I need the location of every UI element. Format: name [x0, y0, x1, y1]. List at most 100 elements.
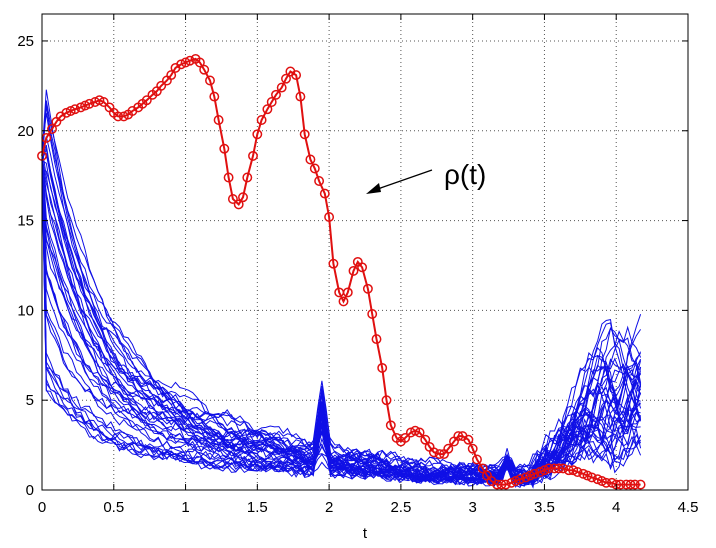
rho-point: [194, 57, 205, 68]
rho-point: [238, 192, 248, 203]
rho-point: [362, 283, 373, 294]
rho-point: [299, 129, 310, 140]
rho-series: [37, 53, 646, 490]
rho-point: [84, 98, 95, 109]
rho-point: [213, 115, 224, 125]
plot-frame: [41, 13, 689, 491]
annotation-arrowhead-icon: [366, 183, 381, 194]
rho-point: [467, 443, 478, 454]
rho-point: [305, 154, 316, 165]
rho-point: [266, 97, 277, 107]
axis-ticks: [41, 14, 689, 491]
rho-point: [463, 434, 474, 445]
rho-point: [223, 172, 234, 183]
rho-point: [625, 479, 636, 490]
x-tick-label: 0.5: [103, 499, 124, 516]
x-tick-label: 1: [181, 499, 189, 516]
sample-path: [41, 104, 642, 486]
x-tick-label: 3.5: [534, 499, 555, 516]
rho-point: [176, 59, 187, 70]
rho-point: [309, 163, 320, 174]
x-tick-label: 0: [38, 499, 46, 516]
rho-point: [252, 129, 263, 140]
rho-point: [572, 467, 583, 477]
rho-point: [357, 262, 368, 273]
rho-point: [338, 296, 349, 307]
x-axis-label: t: [363, 525, 368, 542]
x-tick-labels: 0 0.5 1 1.5 2 2.5 3 3.5 4 4.5: [38, 499, 699, 516]
annotation-arrow-line: [371, 169, 433, 192]
rho-point: [184, 55, 195, 66]
x-tick-label: 3: [468, 499, 476, 516]
rho-point: [367, 309, 378, 319]
rho-point: [324, 212, 335, 222]
rho-point: [348, 265, 359, 276]
rho-point: [281, 73, 291, 84]
rho-point: [381, 395, 392, 406]
rho-point: [98, 97, 109, 107]
rho-point: [414, 427, 425, 438]
rho-point: [410, 425, 421, 436]
rho-point: [539, 465, 550, 476]
rho-point: [629, 479, 640, 490]
sample-path: [41, 158, 642, 486]
rho-point: [472, 454, 482, 465]
y-tick-labels: 0 5 10 15 20 25: [17, 33, 34, 499]
rho-point: [558, 463, 569, 474]
rho-point: [209, 91, 220, 102]
rho-point: [586, 472, 597, 483]
x-tick-label: 1.5: [247, 499, 268, 516]
rho-point: [635, 479, 646, 490]
rho-point: [248, 150, 258, 161]
sample-path: [41, 147, 641, 486]
rho-point: [205, 75, 215, 86]
rho-point: [271, 89, 281, 100]
rho-point: [47, 124, 57, 134]
rho-point: [543, 463, 554, 474]
rho-point: [453, 431, 464, 442]
rho-point: [199, 64, 210, 75]
rho-point: [443, 443, 454, 454]
rho-point: [156, 80, 167, 91]
rho-point: [515, 474, 525, 485]
rho-annotation: ρ(t): [366, 159, 486, 194]
rho-point: [291, 70, 302, 81]
rho-point: [601, 477, 612, 488]
y-tick-label: 10: [17, 302, 34, 319]
rho-point: [256, 115, 267, 125]
rho-point: [553, 463, 564, 474]
rho-point: [342, 287, 353, 298]
y-tick-label: 25: [17, 33, 34, 50]
rho-point: [233, 199, 244, 210]
rho-point: [434, 449, 445, 460]
rho-point: [319, 188, 330, 199]
sample-path: [41, 104, 642, 487]
rho-point: [219, 143, 230, 154]
x-tick-label: 4: [612, 499, 620, 516]
y-tick-label: 20: [17, 123, 34, 140]
rho-point: [477, 463, 488, 474]
y-tick-label: 5: [26, 392, 34, 409]
x-tick-label: 2: [325, 499, 333, 516]
rho-point: [328, 258, 339, 269]
rho-point: [276, 82, 287, 93]
rho-point: [529, 468, 540, 479]
rho-point: [113, 111, 124, 122]
y-tick-label: 0: [26, 482, 34, 499]
rho-point: [227, 194, 238, 204]
annotation-label: ρ(t): [444, 159, 486, 190]
rho-point: [420, 434, 431, 445]
rho-point: [496, 479, 507, 490]
rho-point: [385, 420, 396, 431]
rho-point: [500, 479, 511, 490]
rho-point: [70, 104, 80, 115]
rho-point: [428, 447, 439, 458]
rho-point: [295, 91, 306, 102]
rho-point: [242, 172, 253, 183]
y-tick-label: 15: [17, 213, 34, 230]
x-tick-label: 2.5: [390, 499, 411, 516]
rho-point: [400, 432, 411, 443]
sample-path: [41, 136, 642, 488]
x-tick-label: 4.5: [678, 499, 699, 516]
